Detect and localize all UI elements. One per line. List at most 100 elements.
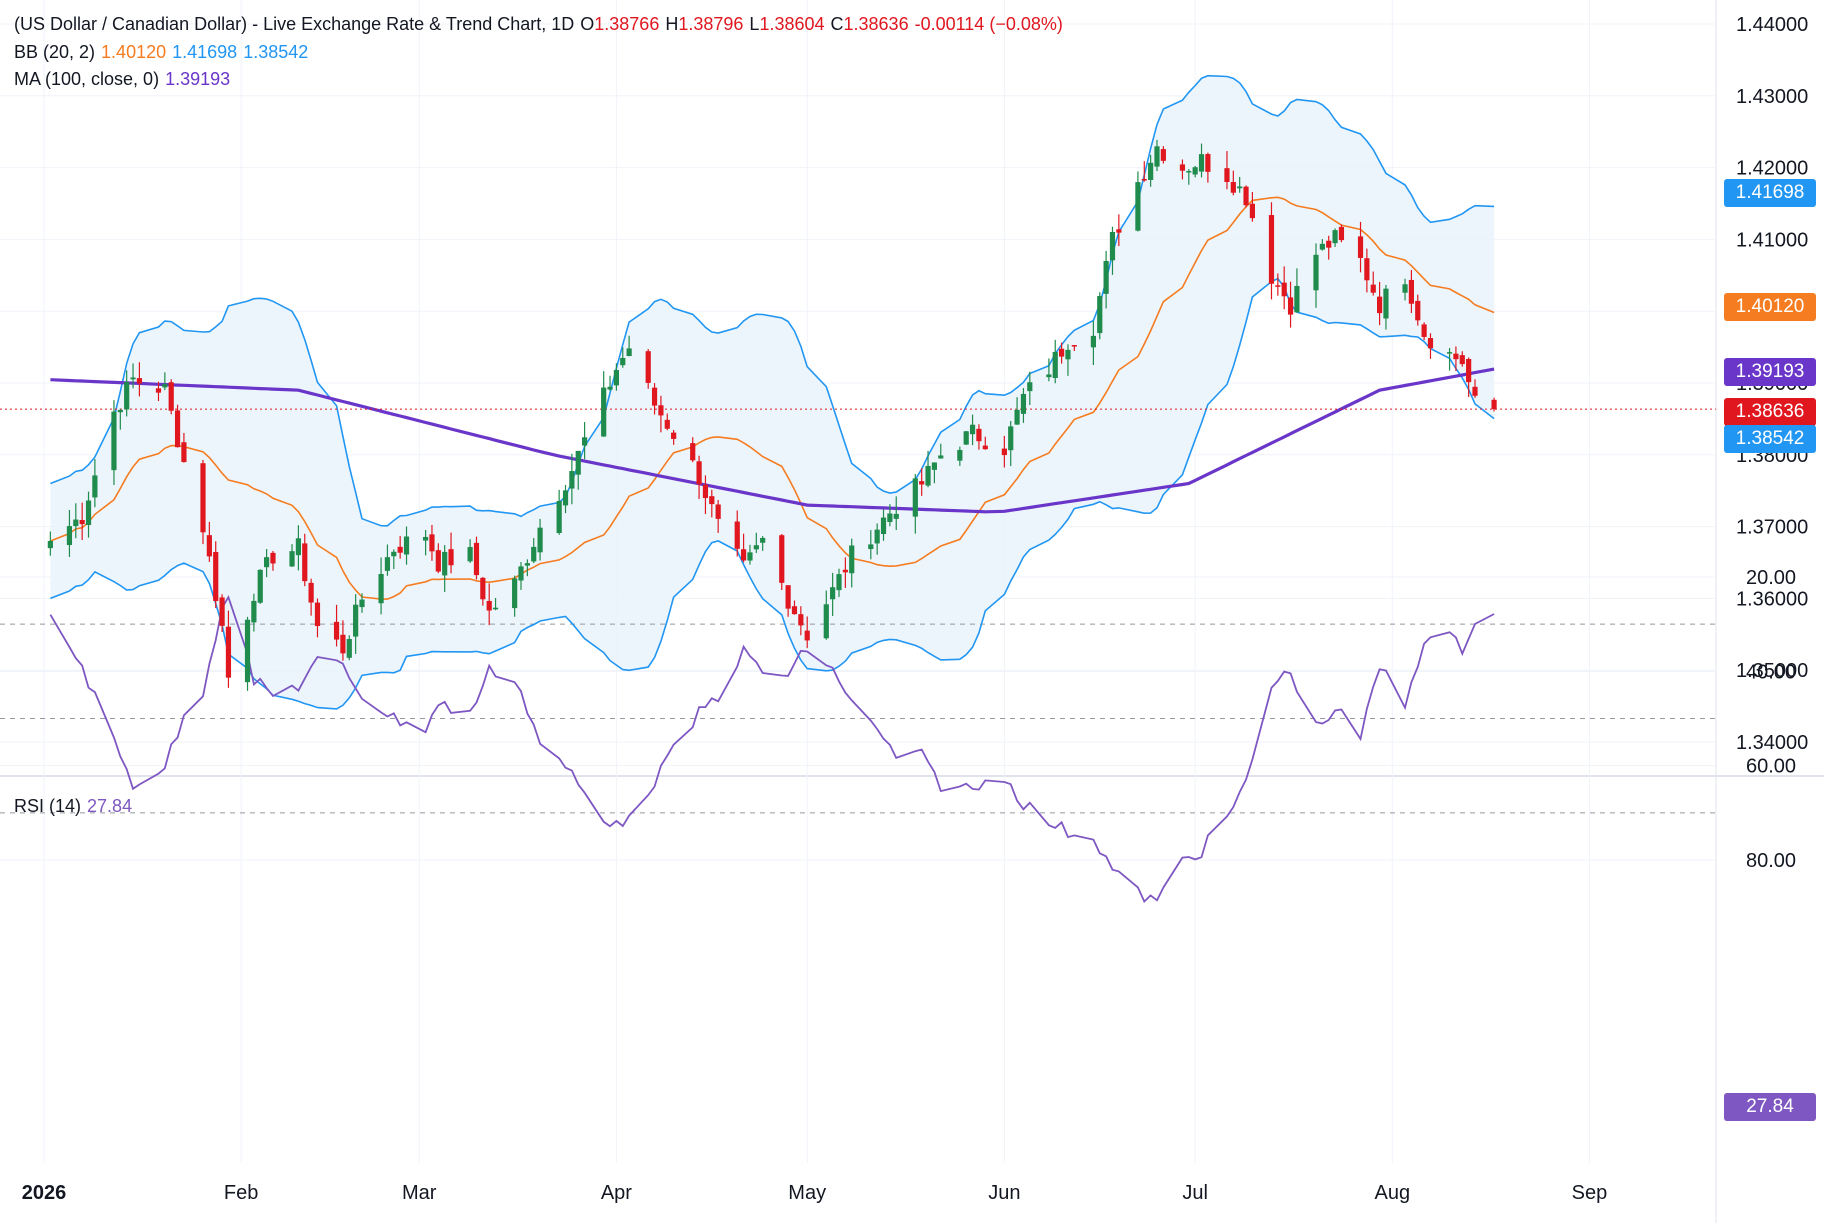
candle-body [244, 619, 251, 683]
candle-body [938, 455, 944, 459]
bb-lower-line [50, 277, 1495, 710]
candle-body [1466, 359, 1472, 383]
candle-body [1027, 382, 1033, 392]
candle-body [251, 600, 257, 623]
candle-body [702, 484, 709, 499]
candle-body [868, 544, 874, 550]
candle-body [779, 535, 785, 583]
candle-body [798, 614, 804, 626]
candle-body [741, 549, 747, 561]
candle-body [1186, 171, 1192, 173]
candle-body [919, 481, 925, 485]
bb-fill-area [50, 75, 1495, 709]
candle-body [1090, 335, 1096, 348]
candle-body [562, 490, 569, 506]
candle-body [391, 551, 397, 557]
x-axis-label: Aug [1375, 1182, 1411, 1204]
candle-body [690, 443, 696, 461]
rsi-line [49, 595, 1495, 904]
candle-body [1332, 230, 1338, 244]
price-tick-label: 1.43000 [1736, 86, 1808, 108]
candle-body [1097, 296, 1103, 334]
candle-body [1230, 181, 1236, 193]
candle-body [1326, 240, 1332, 248]
rsi-value: 27.84 [87, 796, 133, 816]
candle-body [289, 551, 295, 567]
candle-body [969, 424, 976, 435]
candle-body [1052, 351, 1058, 378]
bb-lower-value: 1.38542 [243, 42, 309, 62]
candle-body [206, 535, 212, 557]
candle-body [1415, 300, 1421, 321]
candle-body [1141, 178, 1147, 181]
rsi-tick-label: 20.00 [1746, 567, 1796, 589]
candle-body [1427, 338, 1434, 349]
candle-body [1313, 254, 1319, 291]
candle-body [473, 542, 480, 576]
candle-body [73, 519, 79, 527]
candle-body [836, 574, 842, 591]
candle-body [963, 431, 969, 445]
rsi-price-tag: 27.84 [1724, 1093, 1816, 1121]
candle-body [308, 582, 314, 603]
candle-body [1338, 226, 1345, 241]
candle-body [1370, 284, 1376, 293]
candle-body [931, 462, 937, 470]
candle-body [1160, 149, 1166, 161]
candle-body [346, 639, 352, 658]
candle-body [785, 585, 791, 609]
candle-body [155, 388, 162, 393]
candle-body [295, 538, 301, 556]
candle-body [715, 504, 721, 519]
rsi-tick-label: 60.00 [1746, 756, 1796, 778]
candle-body [225, 626, 232, 678]
candle-body [448, 549, 454, 566]
candle-body [162, 384, 168, 388]
candle-body [111, 411, 117, 471]
candle-body [174, 410, 181, 448]
candle-body [753, 545, 759, 550]
ma-line [50, 367, 1495, 514]
candle-body [1001, 448, 1007, 456]
candle-body [340, 634, 346, 654]
candle-body [181, 442, 187, 463]
candle-body [1148, 162, 1154, 180]
bollinger-fill [50, 75, 1495, 709]
candle-body [556, 500, 562, 534]
candle-body [200, 463, 206, 533]
candle-body [575, 450, 581, 475]
candle-body [79, 519, 85, 525]
low-value: 1.38604 [759, 14, 825, 34]
high-label: H [665, 14, 679, 34]
candle-body [582, 437, 588, 446]
candle-body [524, 563, 530, 566]
price-tick-label: 1.35000 [1736, 660, 1808, 682]
candle-body [1154, 146, 1160, 167]
candle-body [957, 449, 963, 461]
candle-body [1237, 186, 1243, 189]
candle-body [1192, 167, 1198, 175]
candle-body [353, 604, 359, 637]
ma-value: 1.39193 [165, 69, 231, 89]
series [0, 74, 1716, 904]
candle-body [219, 597, 225, 626]
candle-body [613, 369, 619, 386]
bb-basis-price-tag: 1.40120 [1724, 293, 1816, 321]
candle-body [1402, 284, 1408, 293]
candle-body [658, 405, 664, 416]
bb-upper-price-tag: 1.41698 [1724, 179, 1816, 207]
candle-body [85, 500, 92, 526]
candle-body [423, 536, 429, 541]
bb-basis-line [50, 196, 1495, 600]
candle-body [1472, 386, 1478, 396]
candle-body [1421, 324, 1427, 337]
candle-body [1014, 409, 1020, 425]
candle-body [696, 461, 702, 485]
price-tick-label: 1.41000 [1736, 229, 1808, 251]
candle-body [1491, 399, 1497, 410]
candle-body [429, 534, 435, 552]
candle-body [1287, 297, 1294, 315]
candle-body [1294, 285, 1300, 313]
bb-label: BB (20, 2) [14, 42, 96, 62]
